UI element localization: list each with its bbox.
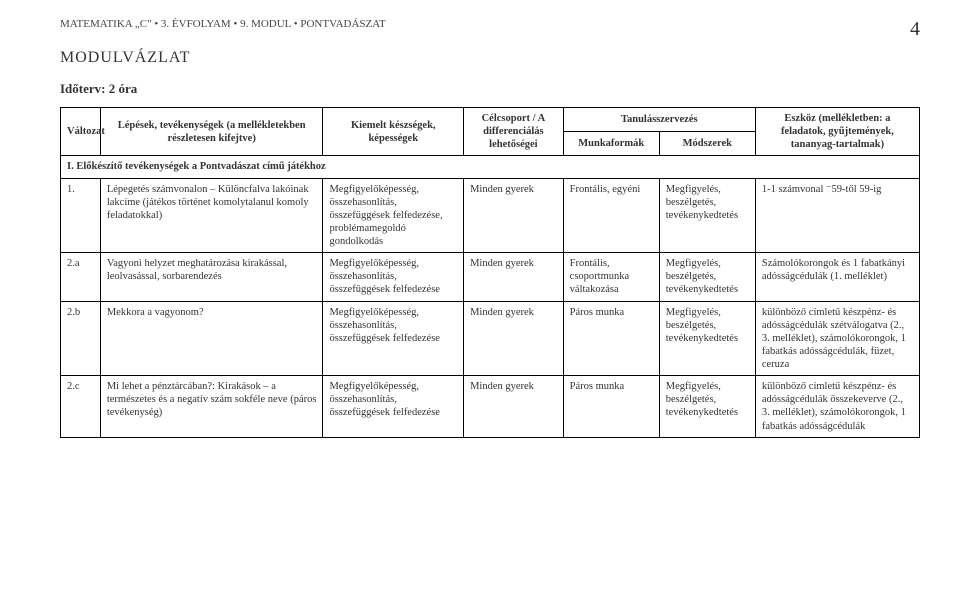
th-target: Célcsoport / A differenciálás lehetősége… (464, 108, 564, 156)
row-tools: 1-1 számvonal ⁻59-től 59-ig (755, 178, 919, 253)
th-org: Tanulásszervezés (563, 108, 755, 132)
header-left: MATEMATIKA „C" • 3. ÉVFOLYAM • 9. MODUL … (60, 18, 386, 41)
row-number: 2.a (61, 253, 101, 301)
section-row: I. Előkészítő tevékenységek a Pontvadász… (61, 156, 920, 178)
page-header: MATEMATIKA „C" • 3. ÉVFOLYAM • 9. MODUL … (60, 18, 920, 41)
row-skills: Megfigyelőképesség, összehasonlítás, öss… (323, 301, 464, 376)
module-table: Változat Lépések, tevékenységek (a mellé… (60, 107, 920, 438)
row-forms: Frontális, egyéni (563, 178, 659, 253)
table-row: 1. Lépegetés számvonalon – Különcfalva l… (61, 178, 920, 253)
row-target: Minden gyerek (464, 376, 564, 438)
th-tools: Eszköz (mellékletben: a feladatok, gyűjt… (755, 108, 919, 156)
row-target: Minden gyerek (464, 253, 564, 301)
row-forms: Páros munka (563, 376, 659, 438)
row-number: 2.c (61, 376, 101, 438)
th-skills: Kiemelt készségek, képességek (323, 108, 464, 156)
table-row: 2.b Mekkora a vagyonom? Megfigyelőképess… (61, 301, 920, 376)
row-tools: Számolókorongok és 1 fabatkányi adósságc… (755, 253, 919, 301)
th-variant: Változat (61, 108, 101, 156)
page-number: 4 (910, 18, 920, 41)
row-step: Lépegetés számvonalon – Különcfalva lakó… (100, 178, 323, 253)
row-methods: Megfigyelés, beszélgetés, tevékenykedtet… (659, 253, 755, 301)
row-number: 2.b (61, 301, 101, 376)
row-skills: Megfigyelőképesség, összehasonlítás, öss… (323, 376, 464, 438)
row-methods: Megfigyelés, beszélgetés, tevékenykedtet… (659, 178, 755, 253)
row-methods: Megfigyelés, beszélgetés, tevékenykedtet… (659, 301, 755, 376)
row-step: Vagyoni helyzet meghatározása kirakással… (100, 253, 323, 301)
row-skills: Megfigyelőképesség, összehasonlítás, öss… (323, 178, 464, 253)
page-subtitle: Időterv: 2 óra (60, 81, 920, 97)
row-forms: Frontális, csoportmunka váltakozása (563, 253, 659, 301)
page-title: MODULVÁZLAT (60, 49, 920, 67)
table-row: 2.a Vagyoni helyzet meghatározása kiraká… (61, 253, 920, 301)
row-skills: Megfigyelőképesség, összehasonlítás, öss… (323, 253, 464, 301)
section-title: I. Előkészítő tevékenységek a Pontvadász… (61, 156, 920, 178)
row-step: Mi lehet a pénztárcában?: Kirakások – a … (100, 376, 323, 438)
th-forms: Munkaformák (563, 132, 659, 156)
th-methods: Módszerek (659, 132, 755, 156)
row-target: Minden gyerek (464, 301, 564, 376)
row-methods: Megfigyelés, beszélgetés, tevékenykedtet… (659, 376, 755, 438)
th-steps: Lépések, tevékenységek (a mellékletekben… (100, 108, 323, 156)
row-tools: különböző címletű készpénz- és adósságcé… (755, 376, 919, 438)
table-header-row-1: Változat Lépések, tevékenységek (a mellé… (61, 108, 920, 132)
row-forms: Páros munka (563, 301, 659, 376)
table-row: 2.c Mi lehet a pénztárcában?: Kirakások … (61, 376, 920, 438)
row-target: Minden gyerek (464, 178, 564, 253)
row-tools: különböző címletű készpénz- és adósságcé… (755, 301, 919, 376)
row-step: Mekkora a vagyonom? (100, 301, 323, 376)
row-number: 1. (61, 178, 101, 253)
